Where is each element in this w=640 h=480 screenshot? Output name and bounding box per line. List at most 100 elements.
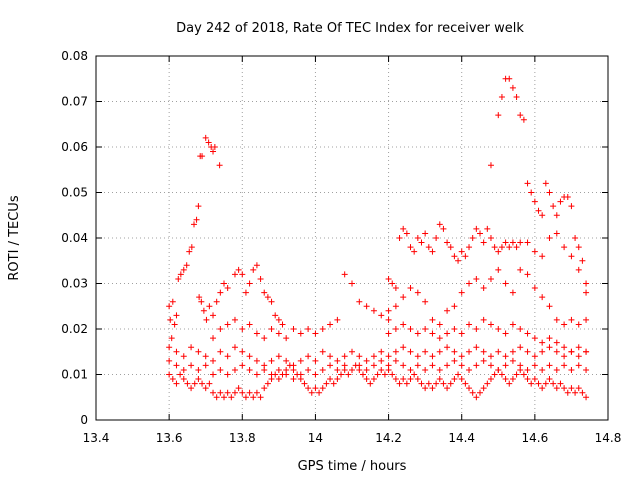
data-point — [188, 244, 195, 251]
data-point — [462, 253, 469, 260]
data-point — [231, 316, 238, 323]
data-point — [542, 180, 549, 187]
data-point — [169, 298, 176, 305]
data-point — [370, 353, 377, 360]
data-point — [200, 307, 207, 314]
data-point — [535, 207, 542, 214]
data-point — [557, 380, 564, 387]
data-point — [480, 316, 487, 323]
data-point — [480, 348, 487, 355]
data-point — [283, 357, 290, 364]
data-point — [188, 344, 195, 351]
data-point — [173, 348, 180, 355]
data-point — [579, 389, 586, 396]
data-point — [171, 321, 178, 328]
data-point — [535, 380, 542, 387]
data-point — [436, 335, 443, 342]
data-point — [228, 394, 235, 401]
data-point — [440, 225, 447, 232]
data-point — [495, 326, 502, 332]
data-point — [349, 280, 355, 287]
data-point — [480, 357, 487, 364]
data-point — [385, 307, 392, 314]
data-point — [498, 371, 505, 378]
data-point — [422, 366, 429, 373]
data-point — [268, 298, 275, 305]
data-point — [583, 394, 590, 401]
data-point — [429, 248, 436, 255]
data-point — [473, 394, 480, 401]
data-point — [436, 348, 443, 355]
data-point — [264, 380, 271, 387]
data-point — [257, 394, 264, 401]
y-tick-label: 0.01 — [61, 368, 88, 382]
data-point — [539, 212, 546, 219]
data-point — [451, 376, 458, 383]
data-point — [531, 353, 538, 360]
data-point — [487, 275, 494, 282]
x-tick-label: 14.8 — [595, 431, 622, 445]
data-point — [531, 362, 538, 369]
data-point — [268, 357, 275, 364]
data-point — [542, 380, 549, 387]
data-point — [531, 248, 538, 255]
data-point — [242, 289, 249, 296]
data-point — [429, 316, 436, 323]
data-point — [414, 289, 421, 296]
data-point — [349, 366, 355, 373]
data-point — [411, 371, 418, 378]
data-point — [458, 289, 465, 296]
data-point — [253, 371, 260, 378]
data-point — [524, 348, 531, 355]
data-point — [356, 298, 363, 305]
data-point — [312, 357, 319, 364]
y-tick-label: 0.07 — [61, 95, 88, 109]
data-point — [583, 366, 590, 373]
data-point — [407, 366, 414, 373]
data-point — [205, 139, 212, 146]
data-point — [458, 353, 465, 360]
data-point — [203, 316, 210, 323]
data-point — [429, 353, 436, 360]
data-point — [583, 289, 590, 296]
data-point — [447, 380, 454, 387]
data-point — [414, 362, 421, 369]
y-tick-label: 0.03 — [61, 277, 88, 291]
data-point — [180, 366, 187, 373]
data-point — [520, 116, 527, 123]
data-point — [392, 348, 399, 355]
data-point — [389, 280, 396, 287]
data-point — [407, 348, 414, 355]
data-point — [396, 235, 403, 241]
data-point — [553, 385, 560, 392]
data-point — [509, 289, 516, 296]
data-point — [312, 371, 319, 378]
data-point — [206, 303, 213, 310]
data-point — [455, 257, 462, 264]
data-point — [235, 266, 242, 273]
data-point — [487, 235, 494, 241]
data-point — [221, 280, 227, 287]
data-point — [513, 244, 520, 251]
data-point — [550, 380, 557, 387]
data-point — [561, 353, 568, 360]
data-point — [400, 362, 407, 369]
data-point — [210, 312, 217, 319]
data-point — [210, 148, 217, 155]
data-point — [575, 344, 582, 351]
data-point — [407, 376, 414, 383]
data-point — [451, 253, 458, 260]
data-point — [290, 376, 297, 383]
data-point — [385, 330, 392, 337]
data-point — [167, 316, 174, 323]
data-point — [261, 289, 268, 296]
data-point — [517, 266, 524, 273]
y-tick-label: 0.02 — [61, 322, 88, 336]
data-point — [175, 275, 182, 282]
data-point — [180, 266, 187, 273]
data-point — [509, 357, 516, 364]
data-point — [572, 389, 579, 396]
data-point — [389, 371, 396, 378]
data-point — [191, 221, 198, 228]
data-point — [224, 321, 231, 328]
